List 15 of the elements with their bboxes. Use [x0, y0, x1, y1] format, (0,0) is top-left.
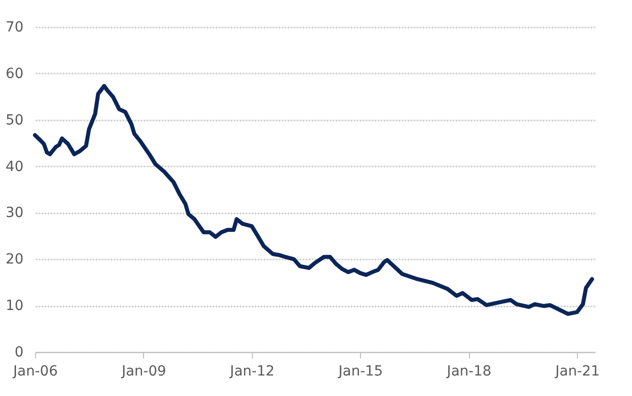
- y-tick-label: 10: [6, 298, 24, 314]
- x-tick-label: Jan-15: [337, 364, 383, 380]
- x-tick-label: Jan-09: [120, 364, 166, 380]
- y-tick-label: 0: [14, 344, 24, 360]
- line-series: [33, 84, 594, 316]
- y-tick-label: 40: [6, 158, 24, 175]
- x-tick-label: Jan-06: [12, 364, 58, 380]
- y-tick-label: 50: [6, 112, 24, 128]
- x-tick-label: Jan-18: [446, 364, 492, 380]
- x-tick-label: Jan-21: [554, 364, 600, 380]
- y-tick-label: 60: [6, 66, 24, 82]
- y-tick-label: 20: [6, 252, 24, 268]
- y-tick-label: 70: [6, 20, 24, 36]
- y-tick-label: 30: [6, 205, 24, 222]
- x-tick-label: Jan-12: [229, 364, 275, 380]
